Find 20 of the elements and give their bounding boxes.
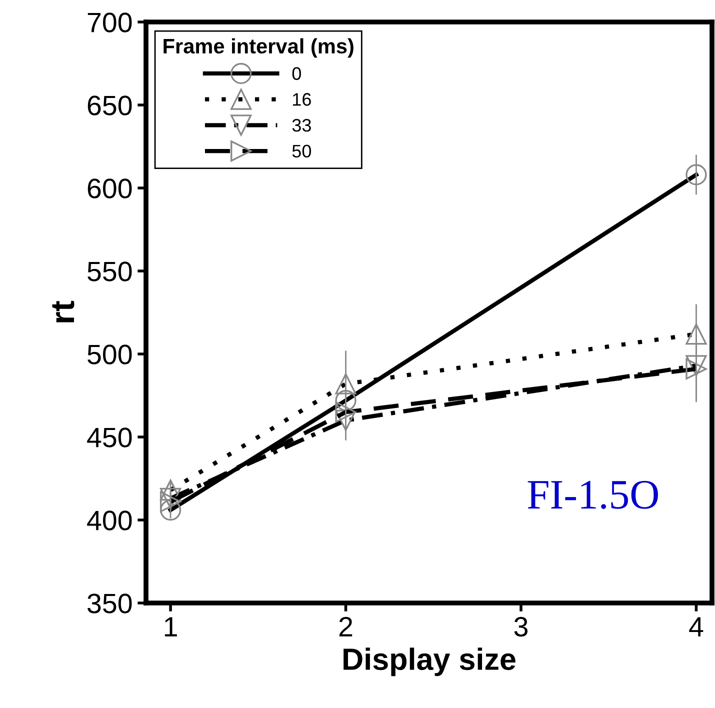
y-tick-label: 700 — [88, 12, 132, 32]
annotation: FI-1.5O — [528, 480, 658, 510]
x-tick-label: 3 — [514, 616, 528, 637]
legend-label: 50 — [292, 144, 312, 158]
x-tick-label: 2 — [339, 616, 352, 636]
y-tick-label: 500 — [88, 344, 132, 364]
x-tick-label: 1 — [164, 617, 177, 636]
y-tick-label: 550 — [88, 262, 132, 282]
y-axis-title: rt — [52, 300, 74, 322]
legend-label: 16 — [293, 93, 311, 106]
y-tick-label: 600 — [88, 178, 132, 198]
legend-title: Frame interval (ms) — [164, 38, 354, 58]
x-tick-label: 4 — [689, 617, 704, 636]
legend-label: 0 — [292, 67, 301, 80]
y-tick-label: 400 — [87, 510, 132, 530]
y-tick-label: 450 — [87, 428, 132, 448]
x-axis-title: Display size — [344, 648, 516, 676]
y-tick-label: 650 — [88, 96, 132, 116]
y-tick-label: 350 — [88, 594, 132, 614]
legend-label: 33 — [292, 118, 311, 132]
